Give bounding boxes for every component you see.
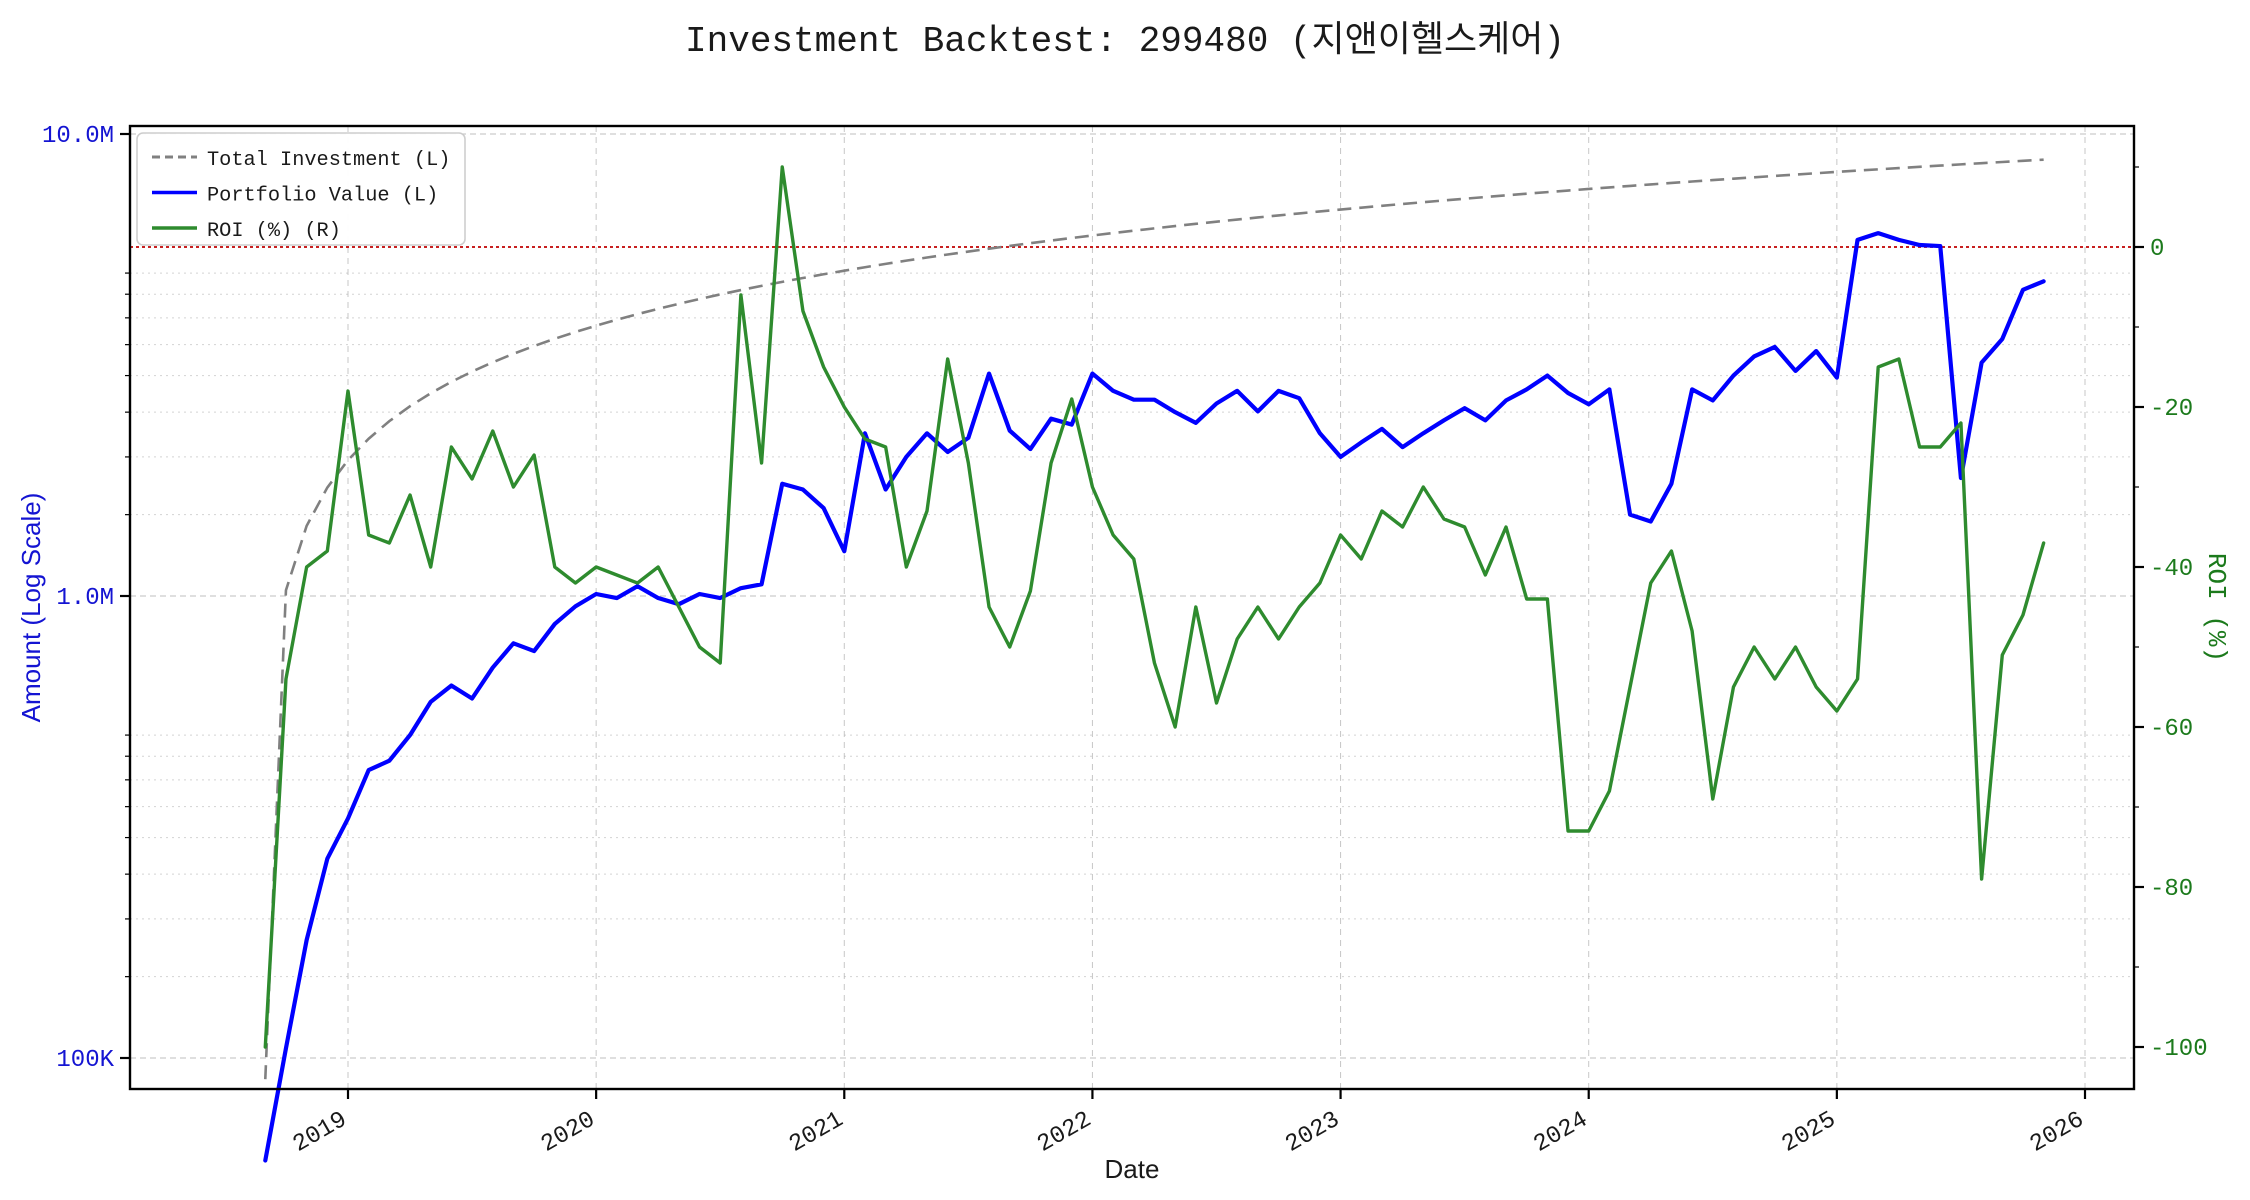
svg-text:0: 0 — [2150, 236, 2164, 263]
svg-text:10.0M: 10.0M — [42, 123, 114, 150]
svg-text:-80: -80 — [2150, 876, 2193, 903]
svg-text:Amount (Log Scale): Amount (Log Scale) — [16, 493, 46, 723]
svg-text:-20: -20 — [2150, 396, 2193, 423]
svg-text:Total Investment (L): Total Investment (L) — [207, 149, 450, 172]
svg-text:100K: 100K — [56, 1047, 114, 1074]
svg-text:1.0M: 1.0M — [56, 585, 114, 612]
svg-text:ROI (%): ROI (%) — [2201, 553, 2231, 662]
svg-text:-60: -60 — [2150, 716, 2193, 743]
svg-text:-40: -40 — [2150, 556, 2193, 583]
svg-text:-100: -100 — [2150, 1036, 2208, 1063]
svg-text:Date: Date — [1105, 1154, 1160, 1184]
svg-text:Portfolio Value (L): Portfolio Value (L) — [207, 184, 438, 207]
svg-text:ROI (%) (R): ROI (%) (R) — [207, 220, 341, 243]
